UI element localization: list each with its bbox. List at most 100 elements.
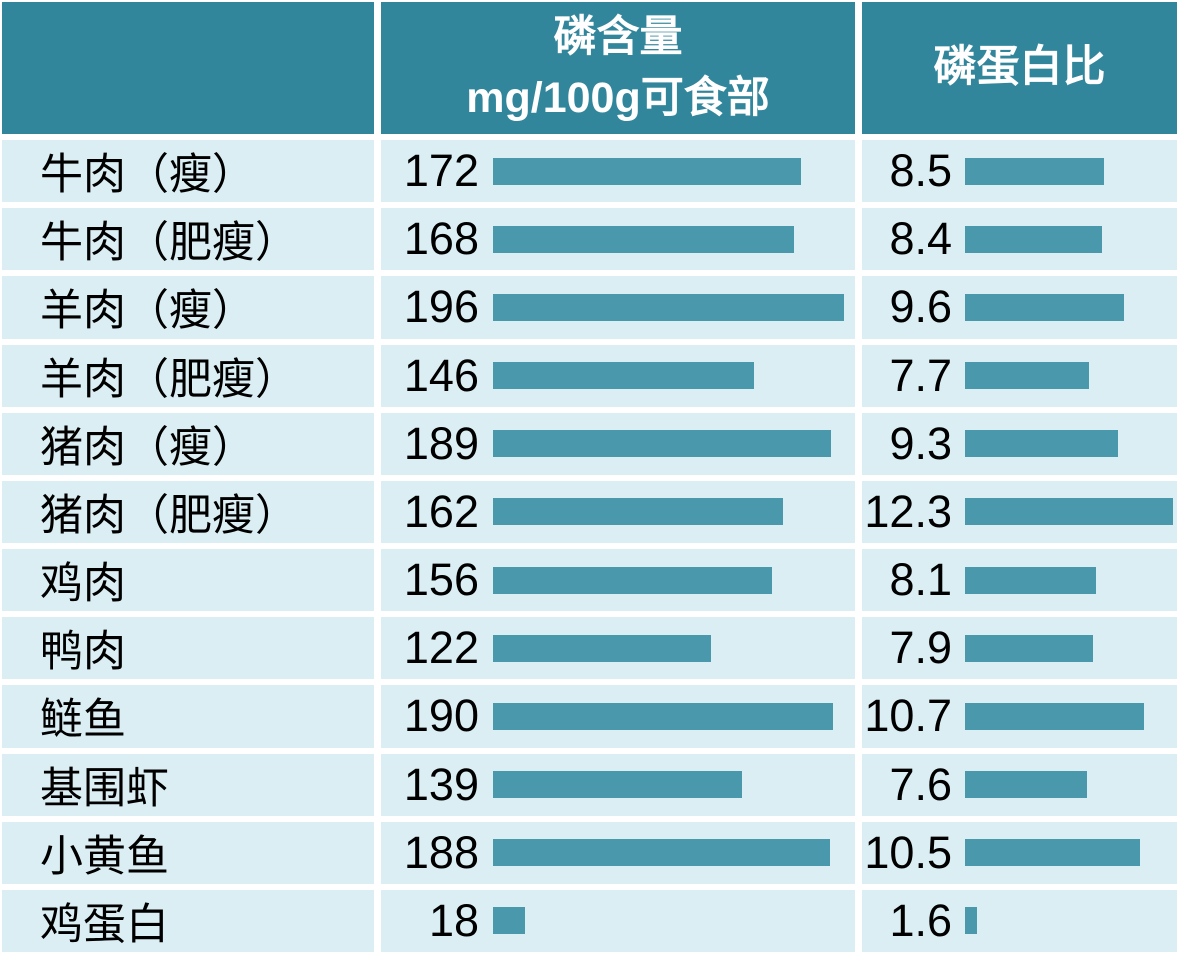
ratio-bar (965, 702, 1144, 730)
phosphorus-bar-track (493, 907, 844, 935)
phosphorus-bar (493, 634, 712, 662)
phosphorus-bar (493, 362, 755, 390)
ratio-bar (965, 225, 1102, 253)
phosphorus-value: 146 (403, 349, 479, 401)
ratio-value: 7.6 (889, 758, 952, 810)
phosphorus-bar-track (493, 498, 844, 526)
phosphorus-value: 188 (403, 826, 479, 878)
phosphorus-cell: 189 (381, 412, 855, 475)
header-phosphorus-unit: mg/100g可食部 (466, 74, 770, 122)
ratio-value: 9.6 (889, 281, 952, 333)
phosphorus-bar (493, 907, 525, 935)
food-label: 鸭肉 (2, 617, 374, 680)
phosphorus-bar (493, 702, 834, 730)
ratio-bar (965, 430, 1119, 458)
ratio-value: 8.1 (889, 554, 952, 606)
phosphorus-bar-track (493, 293, 844, 321)
ratio-cell: 9.6 (862, 276, 1177, 339)
phosphorus-cell: 172 (381, 140, 855, 203)
ratio-bar (965, 771, 1088, 799)
phosphorus-bar (493, 566, 773, 594)
ratio-value: 1.6 (889, 894, 952, 946)
ratio-bar (965, 566, 1097, 594)
food-label: 猪肉（肥瘦） (2, 480, 374, 543)
ratio-bar (965, 362, 1089, 390)
food-label: 基围虾 (2, 753, 374, 816)
ratio-cell: 8.5 (862, 140, 1177, 203)
phosphorus-value: 190 (403, 690, 479, 742)
phosphorus-value: 172 (403, 145, 479, 197)
ratio-bar-track (965, 634, 1173, 662)
phosphorus-value: 196 (403, 281, 479, 333)
phosphorus-cell: 156 (381, 549, 855, 612)
phosphorus-bar-track (493, 839, 844, 867)
ratio-cell: 10.7 (862, 685, 1177, 748)
ratio-cell: 8.1 (862, 549, 1177, 612)
ratio-bar-track (965, 225, 1173, 253)
food-label: 小黄鱼 (2, 821, 374, 884)
phosphorus-cell: 122 (381, 617, 855, 680)
header-ratio-title: 磷蛋白比 (933, 43, 1106, 92)
phosphorus-value: 162 (403, 485, 479, 537)
ratio-bar (965, 634, 1093, 662)
food-label: 羊肉（瘦） (2, 276, 374, 339)
phosphorus-bar-track (493, 430, 844, 458)
ratio-bar (965, 293, 1124, 321)
phosphorus-value: 139 (403, 758, 479, 810)
phosphorus-cell: 18 (381, 889, 855, 952)
header-blank-cell (2, 2, 374, 134)
ratio-value: 10.5 (864, 826, 952, 878)
phosphorus-value: 18 (428, 894, 479, 946)
header-ratio-cell: 磷蛋白比 (862, 2, 1177, 134)
food-label: 牛肉（肥瘦） (2, 208, 374, 271)
phosphorus-cell: 139 (381, 753, 855, 816)
phosphorus-cell: 168 (381, 208, 855, 271)
ratio-value: 8.5 (889, 145, 952, 197)
phosphorus-bar-track (493, 702, 844, 730)
food-label: 猪肉（瘦） (2, 412, 374, 475)
ratio-bar-track (965, 702, 1173, 730)
phosphorus-cell: 190 (381, 685, 855, 748)
phosphorus-bar-track (493, 157, 844, 185)
phosphorus-bar-track (493, 634, 844, 662)
phosphorus-cell: 162 (381, 480, 855, 543)
phosphorus-bar (493, 293, 844, 321)
phosphorus-bar (493, 771, 742, 799)
food-label: 鸡蛋白 (2, 889, 374, 952)
food-label: 鸡肉 (2, 549, 374, 612)
phosphorus-value: 156 (403, 554, 479, 606)
ratio-bar-track (965, 498, 1173, 526)
header-phosphorus-title: 磷含量 (553, 12, 683, 61)
phosphorus-cell: 146 (381, 344, 855, 407)
phosphorus-cell: 188 (381, 821, 855, 884)
phosphorus-bar-track (493, 566, 844, 594)
phosphorus-bar-track (493, 362, 844, 390)
phosphorus-bar-track (493, 771, 844, 799)
phosphorus-bar (493, 157, 801, 185)
food-label: 牛肉（瘦） (2, 140, 374, 203)
ratio-cell: 12.3 (862, 480, 1177, 543)
ratio-cell: 10.5 (862, 821, 1177, 884)
ratio-bar-track (965, 771, 1173, 799)
food-label: 鲢鱼 (2, 685, 374, 748)
ratio-bar (965, 907, 978, 935)
ratio-value: 7.7 (889, 349, 952, 401)
ratio-bar (965, 157, 1104, 185)
phosphorus-value: 189 (403, 417, 479, 469)
ratio-value: 8.4 (889, 213, 952, 265)
ratio-bar-track (965, 362, 1173, 390)
phosphorus-bar (493, 839, 830, 867)
food-label: 羊肉（肥瘦） (2, 344, 374, 407)
ratio-cell: 7.7 (862, 344, 1177, 407)
ratio-cell: 1.6 (862, 889, 1177, 952)
phosphorus-bar (493, 225, 794, 253)
header-phosphorus-cell: 磷含量 mg/100g可食部 (381, 2, 855, 134)
phosphorus-value: 168 (403, 213, 479, 265)
phosphorus-bar-track (493, 225, 844, 253)
phosphorus-bar (493, 498, 783, 526)
ratio-bar (965, 839, 1141, 867)
ratio-bar-track (965, 157, 1173, 185)
ratio-cell: 8.4 (862, 208, 1177, 271)
ratio-cell: 9.3 (862, 412, 1177, 475)
